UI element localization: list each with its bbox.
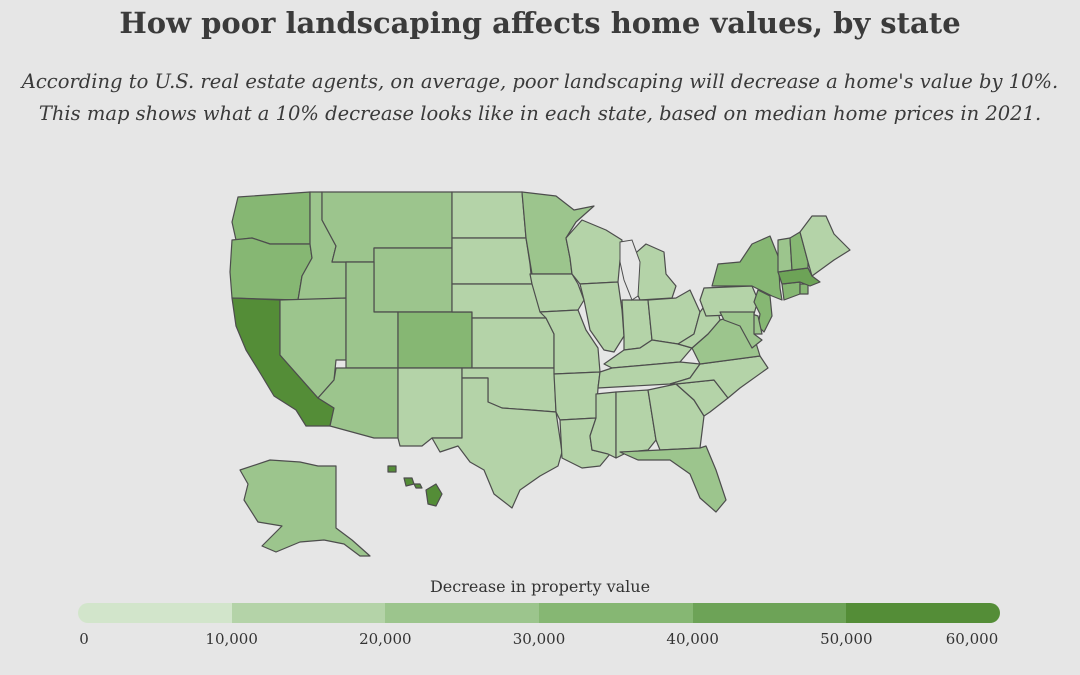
legend-tick-label: 20,000 xyxy=(359,630,412,648)
state-ak xyxy=(239,459,371,557)
subtitle-line-2: This map shows what a 10% decrease looks… xyxy=(38,102,1042,125)
legend-ticks: 0 10,000 20,000 30,000 40,000 50,000 60,000 xyxy=(0,630,1080,654)
legend-swatch xyxy=(385,603,540,623)
legend-tick-label: 40,000 xyxy=(666,630,719,648)
state-md xyxy=(719,311,763,349)
state-me xyxy=(799,215,851,277)
state-il xyxy=(579,281,625,353)
legend-tick-label: 60,000 xyxy=(945,630,999,648)
state-co xyxy=(397,311,473,369)
state-nd xyxy=(451,191,527,239)
state-ri xyxy=(799,283,809,295)
state-ct xyxy=(781,281,801,301)
state-tx xyxy=(431,377,563,509)
legend-swatch xyxy=(78,603,232,623)
legend-color-bar xyxy=(78,603,1000,623)
state-ar xyxy=(553,371,601,421)
legend-tick-label: 10,000 xyxy=(205,630,258,648)
state-fl xyxy=(619,445,727,513)
state-wy xyxy=(373,247,453,313)
subtitle-line-1: According to U.S. real estate agents, on… xyxy=(21,70,1059,93)
state-nc xyxy=(669,355,769,399)
state-wa xyxy=(231,191,311,245)
lake-michigan xyxy=(619,239,641,301)
legend-tick-label: 30,000 xyxy=(512,630,566,648)
state-ny xyxy=(711,235,783,301)
state-wi xyxy=(565,219,623,285)
state-nh xyxy=(789,231,809,271)
legend-swatch xyxy=(231,603,386,623)
legend-title: Decrease in property value xyxy=(429,577,651,596)
page-title: How poor landscaping affects home values… xyxy=(119,6,961,40)
legend-tick-label: 0 xyxy=(79,630,89,648)
state-ks xyxy=(471,317,555,369)
state-hi xyxy=(387,465,443,507)
legend-swatch xyxy=(846,603,1000,623)
subtitle: According to U.S. real estate agents, on… xyxy=(0,66,1080,130)
legend-tick-label: 50,000 xyxy=(820,630,873,648)
us-choropleth-map xyxy=(229,191,851,557)
state-nm xyxy=(397,367,463,447)
legend-swatch xyxy=(692,603,847,623)
state-ma xyxy=(777,267,821,287)
state-sd xyxy=(451,237,533,285)
legend-swatch xyxy=(539,603,693,623)
